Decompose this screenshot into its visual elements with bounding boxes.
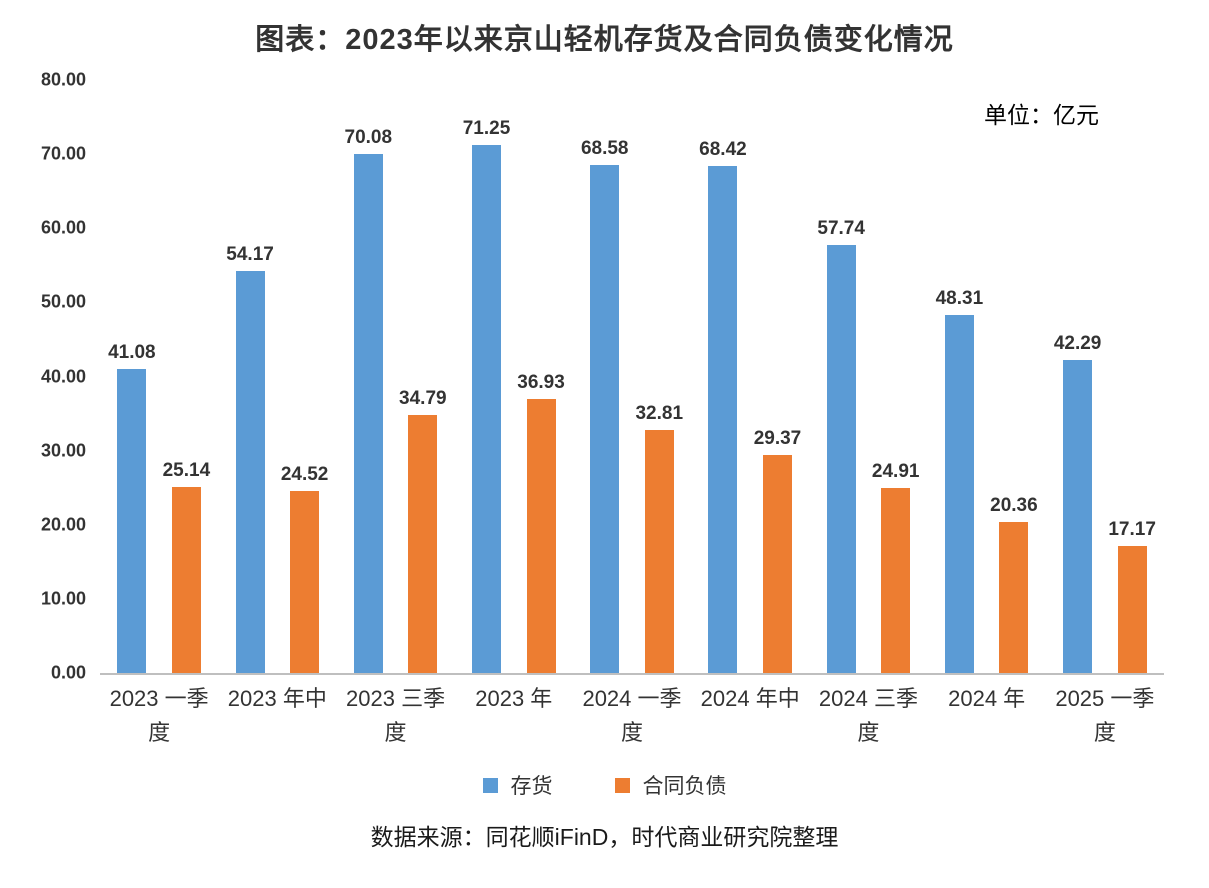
- legend-label: 合同负债: [642, 775, 727, 798]
- bar-合同负债: [408, 415, 438, 673]
- bar-value-label: 20.36: [990, 495, 1038, 517]
- bar-value-label: 54.17: [226, 244, 274, 266]
- x-axis-category-label: 2024 三季 度: [818, 686, 918, 746]
- legend-swatch-icon: [614, 777, 630, 793]
- bar-存货: [826, 245, 856, 673]
- legend-item: 存货: [482, 770, 553, 800]
- bar-value-label: 34.79: [399, 388, 447, 410]
- x-axis-category-label: 2024 年: [948, 686, 1026, 711]
- bar-合同负债: [526, 399, 556, 673]
- bar-column: 17.17: [1108, 80, 1156, 673]
- x-axis-category-label: 2024 一季 度: [582, 686, 682, 746]
- bar-value-label: 42.29: [1053, 332, 1102, 354]
- bar-存货: [353, 153, 383, 673]
- bar-合同负债: [999, 522, 1029, 673]
- bar-value-label: 71.25: [462, 117, 511, 139]
- bar-value-label: 36.93: [517, 372, 565, 394]
- bar-column: 20.36: [990, 80, 1038, 673]
- bar-合同负债: [762, 455, 792, 673]
- y-axis-tick-label: 70.00: [40, 143, 86, 164]
- bar-column: 36.93: [517, 80, 565, 673]
- bar-group: 71.25 36.93: [455, 80, 573, 673]
- bar-column: 48.31: [935, 80, 984, 673]
- bar-value-label: 57.74: [817, 218, 865, 240]
- bar-合同负债: [1117, 545, 1147, 673]
- bar-存货: [1063, 359, 1093, 673]
- bar-value-label: 41.08: [108, 341, 156, 363]
- y-axis-tick-label: 30.00: [40, 440, 86, 461]
- bar-存货: [944, 314, 974, 673]
- bar-value-label: 24.91: [871, 461, 920, 483]
- bar-存货: [708, 165, 738, 673]
- legend-item: 合同负债: [614, 770, 727, 800]
- bar-column: 68.42: [699, 80, 747, 673]
- bar-value-label: 17.17: [1108, 518, 1156, 540]
- x-axis-category-label: 2023 一季 度: [109, 686, 209, 746]
- bar-column: 32.81: [635, 80, 683, 673]
- x-axis-category-label: 2025 一季 度: [1055, 686, 1155, 746]
- legend-swatch-icon: [482, 777, 498, 793]
- bar-合同负债: [290, 491, 320, 673]
- bar-value-label: 68.58: [580, 137, 629, 159]
- bar-value-label: 32.81: [635, 402, 684, 424]
- plot-area: 41.08 25.14 54.17 24.52 70.08 34.79 71.25 36.93…: [100, 80, 1164, 675]
- legend-label: 存货: [510, 775, 553, 798]
- chart-title: 图表：2023年以来京山轻机存货及合同负债变化情况: [255, 24, 954, 56]
- bar-column: 70.08: [344, 80, 393, 673]
- bar-column: 34.79: [399, 80, 447, 673]
- y-axis-tick-label: 0.00: [50, 662, 86, 683]
- bar-column: 42.29: [1053, 80, 1102, 673]
- bar-group: 70.08 34.79: [336, 80, 454, 673]
- bar-存货: [471, 144, 501, 673]
- bar-存货: [590, 164, 620, 673]
- bar-column: 24.52: [280, 80, 329, 673]
- y-axis-tick-label: 60.00: [40, 217, 86, 238]
- bar-group: 41.08 25.14: [100, 80, 218, 673]
- bar-column: 68.58: [580, 80, 629, 673]
- bar-group: 57.74 24.91: [809, 80, 927, 673]
- bar-合同负债: [644, 429, 674, 673]
- bar-value-label: 70.08: [344, 126, 393, 148]
- bar-column: 25.14: [162, 80, 211, 673]
- y-axis-tick-label: 50.00: [40, 291, 86, 312]
- bar-合同负债: [171, 486, 201, 673]
- bar-column: 41.08: [108, 80, 156, 673]
- bar-column: 71.25: [462, 80, 511, 673]
- bar-value-label: 29.37: [753, 428, 802, 450]
- y-axis: 80.00 70.00 60.00 50.00 40.00 30.00 20.00 10.00…: [20, 70, 100, 683]
- x-axis-category-label: 2024 年中: [700, 686, 800, 711]
- unit-label: 单位：亿元: [984, 102, 1099, 128]
- data-source-note: 数据来源：同花顺iFinD，时代商业研究院整理: [370, 824, 839, 850]
- bar-group: 48.31 20.36: [928, 80, 1046, 673]
- bar-group: 54.17 24.52: [218, 80, 336, 673]
- x-axis-category-label: 2023 年: [475, 686, 553, 711]
- bar-value-label: 25.14: [162, 459, 211, 481]
- bar-column: 54.17: [226, 80, 274, 673]
- bar-value-label: 48.31: [935, 287, 984, 309]
- bar-group: 42.29 17.17: [1046, 80, 1164, 673]
- x-axis-labels: 2023 一季 度 2023 年中 2023 三季 度 2023 年 2024 一季 度…: [100, 682, 1164, 750]
- bar-存货: [235, 271, 265, 673]
- y-axis-tick-label: 40.00: [40, 366, 86, 386]
- bar-column: 29.37: [753, 80, 802, 673]
- bar-group: 68.58 32.81: [573, 80, 691, 673]
- bar-value-label: 68.42: [699, 138, 747, 160]
- y-axis-tick-label: 10.00: [40, 588, 86, 609]
- bar-column: 24.91: [871, 80, 920, 673]
- bar-column: 57.74: [817, 80, 865, 673]
- chart-plot-region: 80.00 70.00 60.00 50.00 40.00 30.00 20.00 10.00…: [20, 70, 1164, 683]
- bar-存货: [117, 368, 147, 673]
- bar-合同负债: [881, 488, 911, 673]
- y-axis-tick-label: 20.00: [40, 514, 86, 535]
- chart-legend: 存货 合同负债: [0, 770, 1209, 800]
- x-axis-category-label: 2023 年中: [227, 686, 327, 711]
- bar-value-label: 24.52: [280, 464, 329, 486]
- x-axis-category-label: 2023 三季 度: [346, 686, 446, 746]
- bar-group: 68.42 29.37: [691, 80, 809, 673]
- y-axis-tick-label: 80.00: [40, 69, 86, 90]
